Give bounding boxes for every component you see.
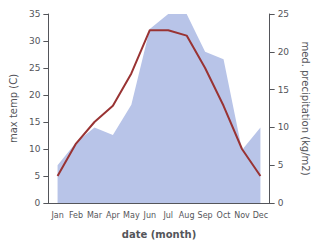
svg-text:date (month): date (month): [122, 229, 196, 240]
svg-text:Feb: Feb: [69, 211, 83, 220]
svg-text:0: 0: [35, 198, 41, 208]
svg-text:Jun: Jun: [143, 211, 157, 220]
svg-text:Mar: Mar: [87, 211, 103, 220]
svg-text:30: 30: [29, 36, 41, 46]
svg-text:Jan: Jan: [50, 211, 63, 220]
svg-text:max temp (C): max temp (C): [8, 74, 19, 143]
svg-text:15: 15: [278, 85, 289, 95]
svg-text:15: 15: [29, 117, 40, 127]
svg-text:med. precipitation (kg/m2): med. precipitation (kg/m2): [300, 41, 311, 175]
svg-text:25: 25: [278, 9, 289, 19]
svg-text:35: 35: [29, 9, 40, 19]
svg-text:Aug: Aug: [179, 211, 195, 220]
svg-text:5: 5: [35, 171, 41, 181]
svg-text:10: 10: [278, 122, 290, 132]
svg-text:May: May: [123, 211, 140, 220]
svg-text:Sep: Sep: [198, 211, 213, 220]
svg-text:Oct: Oct: [217, 211, 231, 220]
svg-text:5: 5: [278, 160, 284, 170]
svg-text:20: 20: [29, 90, 41, 100]
svg-text:Dec: Dec: [253, 211, 268, 220]
svg-text:0: 0: [278, 198, 284, 208]
svg-text:20: 20: [278, 47, 290, 57]
svg-text:Apr: Apr: [106, 211, 121, 220]
svg-text:Jul: Jul: [162, 211, 173, 220]
svg-text:25: 25: [29, 63, 40, 73]
svg-text:10: 10: [29, 144, 41, 154]
svg-text:Nov: Nov: [234, 211, 250, 220]
